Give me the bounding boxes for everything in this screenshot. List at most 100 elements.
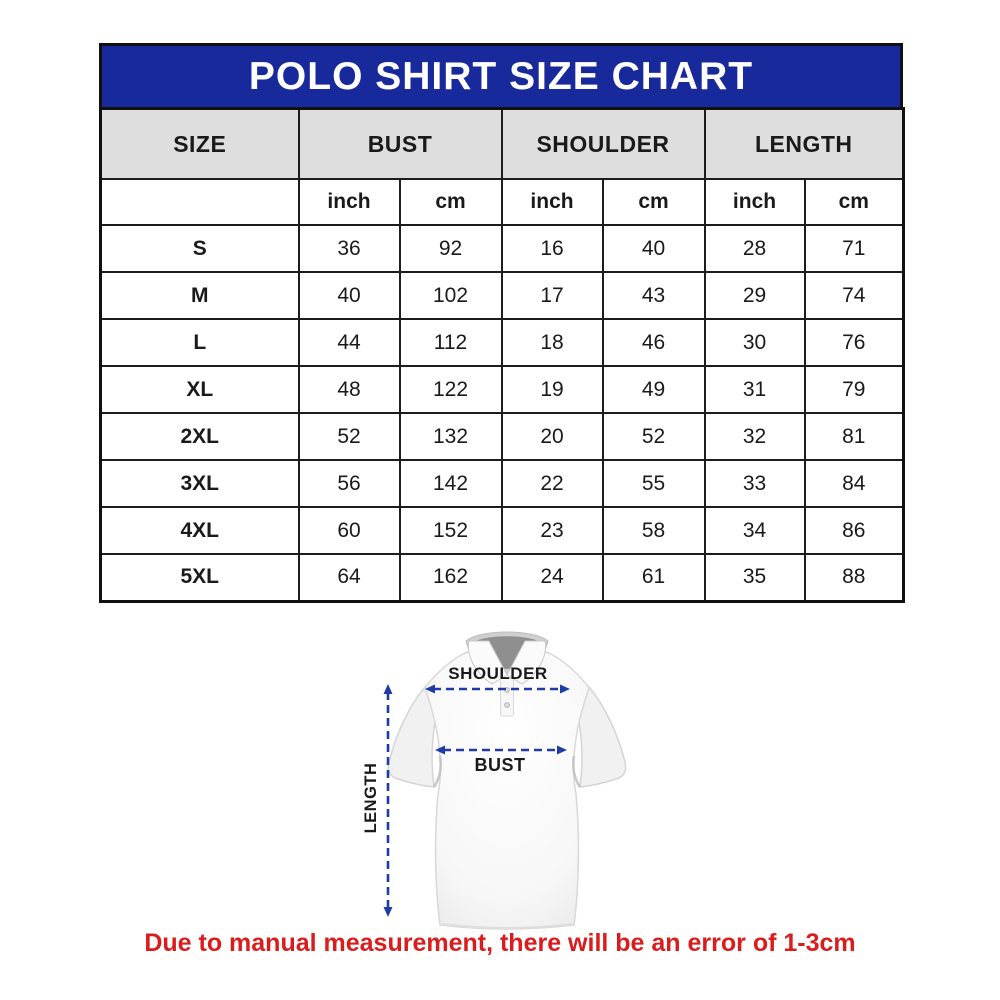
shirt-collar-left-flap — [467, 640, 508, 685]
size-label: M — [99, 271, 300, 320]
polo-shirt-diagram: SHOULDER BUST LENGTH — [362, 631, 627, 930]
shirt-collar-right-flap — [506, 640, 547, 685]
shirt-left-sleeve — [387, 684, 443, 788]
table-cell: 44 — [297, 318, 401, 367]
shoulder-label: SHOULDER — [448, 664, 547, 683]
table-cell: 40 — [297, 271, 401, 320]
size-label: XL — [99, 365, 300, 414]
table-cell: 60 — [297, 506, 401, 555]
table-cell: 36 — [297, 224, 401, 273]
table-cell: 55 — [601, 459, 706, 508]
col-header-length: LENGTH — [703, 107, 905, 180]
table-cell: 30 — [703, 318, 806, 367]
length-label: LENGTH — [362, 763, 380, 834]
unit-header: inch — [297, 178, 401, 226]
table-cell: 162 — [398, 553, 503, 602]
table-cell: 76 — [803, 318, 905, 367]
table-cell: 52 — [297, 412, 401, 461]
table-cell: 22 — [500, 459, 604, 508]
table-cell: 88 — [803, 553, 905, 602]
table-cell: 152 — [398, 506, 503, 555]
col-header-shoulder: SHOULDER — [500, 107, 706, 180]
unit-row: inch cm inch cm inch cm — [99, 178, 905, 226]
chart-title: POLO SHIRT SIZE CHART — [248, 54, 754, 98]
shirt-left-underarm-shadow — [432, 755, 442, 788]
table-cell: 86 — [803, 506, 905, 555]
table-cell: 48 — [297, 365, 401, 414]
shirt-hem-shadow — [441, 923, 573, 929]
table-cell: 56 — [297, 459, 401, 508]
table-cell: 92 — [398, 224, 503, 273]
table-row-l: L 44 112 18 46 30 76 — [99, 318, 905, 367]
table-cell: 102 — [398, 271, 503, 320]
table-cell: 23 — [500, 506, 604, 555]
shirt-placket — [500, 677, 514, 717]
table-cell: 29 — [703, 271, 806, 320]
table-cell: 17 — [500, 271, 604, 320]
length-measure-arrow — [383, 684, 393, 917]
table-cell: 16 — [500, 224, 604, 273]
table-cell: 33 — [703, 459, 806, 508]
table-row-m: M 40 102 17 43 29 74 — [99, 271, 905, 320]
table-row-s: S 36 92 16 40 28 71 — [99, 224, 905, 273]
table-row-4xl: 4XL 60 152 23 58 34 86 — [99, 506, 905, 555]
table-cell: 81 — [803, 412, 905, 461]
shoulder-measure-arrow — [425, 684, 570, 694]
measurement-disclaimer: Due to manual measurement, there will be… — [144, 929, 856, 957]
table-cell: 61 — [601, 553, 706, 602]
table-cell: 58 — [601, 506, 706, 555]
unit-header: cm — [601, 178, 706, 226]
table-cell: 71 — [803, 224, 905, 273]
table-cell: 79 — [803, 365, 905, 414]
table-cell: 49 — [601, 365, 706, 414]
table-row-xl: XL 48 122 19 49 31 79 — [99, 365, 905, 414]
table-cell: 18 — [500, 318, 604, 367]
table-cell: 19 — [500, 365, 604, 414]
unit-header: cm — [803, 178, 905, 226]
table-cell: 46 — [601, 318, 706, 367]
shirt-button — [504, 702, 510, 708]
table-row-5xl: 5XL 64 162 24 61 35 88 — [99, 553, 905, 602]
col-header-size: SIZE — [99, 107, 300, 180]
table-cell: 31 — [703, 365, 806, 414]
table-cell: 28 — [703, 224, 806, 273]
header-row: SIZE BUST SHOULDER LENGTH — [99, 107, 905, 180]
polo-shirt-illustration — [387, 631, 627, 930]
bust-label: BUST — [475, 755, 526, 775]
table-cell: 84 — [803, 459, 905, 508]
table-row-3xl: 3XL 56 142 22 55 33 84 — [99, 459, 905, 508]
bust-measure-arrow — [435, 745, 567, 755]
table-cell: 40 — [601, 224, 706, 273]
table-cell: 24 — [500, 553, 604, 602]
size-table: SIZE BUST SHOULDER LENGTH inch cm inch c… — [99, 107, 905, 603]
col-header-bust: BUST — [297, 107, 503, 180]
unit-header: inch — [703, 178, 806, 226]
table-cell: 64 — [297, 553, 401, 602]
table-cell: 142 — [398, 459, 503, 508]
unit-header: cm — [398, 178, 503, 226]
size-label: L — [99, 318, 300, 367]
shirt-right-sleeve — [571, 684, 627, 788]
table-cell: 43 — [601, 271, 706, 320]
unit-row-spacer — [99, 178, 300, 226]
unit-header: inch — [500, 178, 604, 226]
size-label: 2XL — [99, 412, 300, 461]
table-cell: 74 — [803, 271, 905, 320]
table-cell: 20 — [500, 412, 604, 461]
table-cell: 32 — [703, 412, 806, 461]
size-label: S — [99, 224, 300, 273]
size-label: 4XL — [99, 506, 300, 555]
table-cell: 34 — [703, 506, 806, 555]
size-label: 3XL — [99, 459, 300, 508]
shirt-body — [424, 645, 590, 930]
table-cell: 122 — [398, 365, 503, 414]
table-cell: 52 — [601, 412, 706, 461]
table-cell: 112 — [398, 318, 503, 367]
size-label: 5XL — [99, 553, 300, 602]
table-cell: 35 — [703, 553, 806, 602]
chart-title-banner: POLO SHIRT SIZE CHART — [99, 43, 903, 107]
size-chart: POLO SHIRT SIZE CHART SIZE BUST SHOULDER… — [99, 43, 905, 603]
table-row-2xl: 2XL 52 132 20 52 32 81 — [99, 412, 905, 461]
table-cell: 132 — [398, 412, 503, 461]
shirt-right-underarm-shadow — [572, 755, 582, 788]
